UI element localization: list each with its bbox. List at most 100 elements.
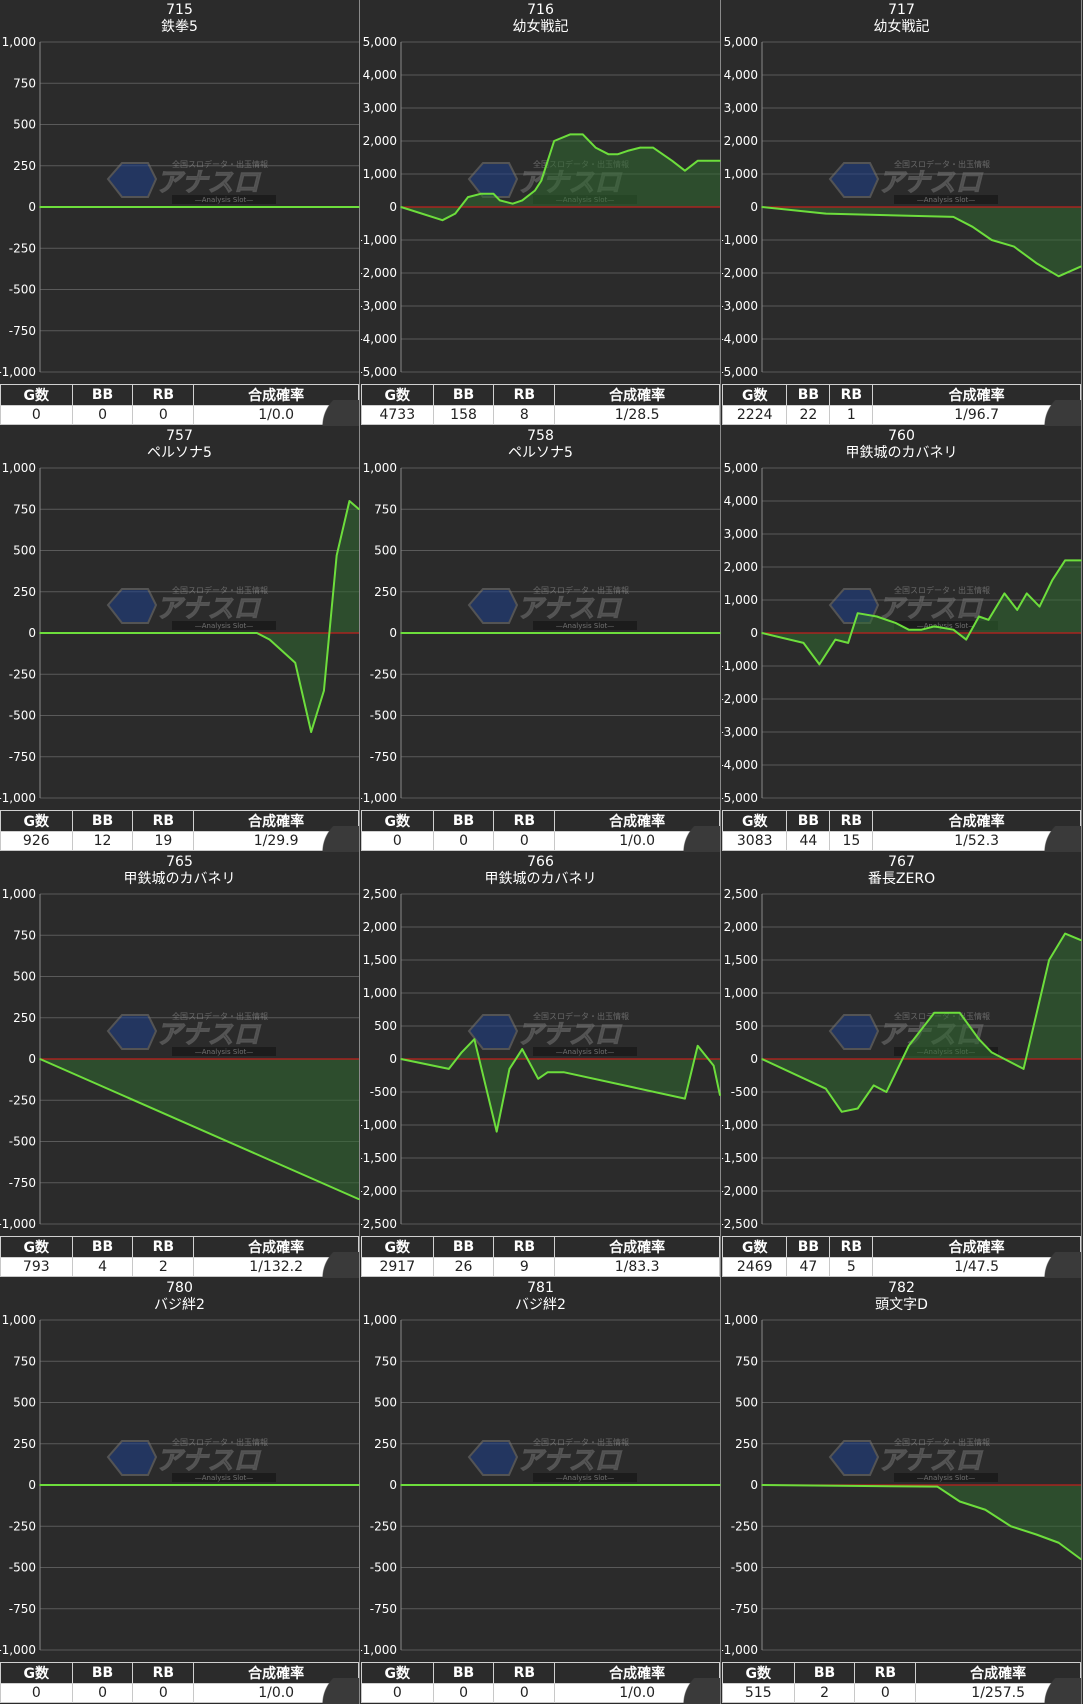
corner-tab[interactable] bbox=[321, 1678, 359, 1704]
y-tick-label: 2,000 bbox=[724, 134, 758, 148]
rb-value: 1 bbox=[829, 405, 874, 425]
data-point bbox=[933, 625, 936, 628]
machine-number: 765 bbox=[166, 854, 193, 870]
stats-table: G数 BB RB 合成確率 0 0 0 1/0.0 bbox=[361, 810, 720, 851]
y-tick-label: -1,000 bbox=[361, 1643, 397, 1657]
y-tick-label: -250 bbox=[370, 667, 397, 681]
logo-emblem-icon bbox=[828, 162, 880, 198]
data-point bbox=[1080, 559, 1082, 562]
y-tick-label: -250 bbox=[9, 1519, 36, 1533]
y-tick-label: 0 bbox=[28, 626, 36, 640]
y-tick-label: -250 bbox=[370, 1519, 397, 1533]
y-tick-label: -250 bbox=[9, 667, 36, 681]
y-tick-label: -250 bbox=[9, 1093, 36, 1107]
y-tick-label: 0 bbox=[28, 200, 36, 214]
data-point bbox=[534, 189, 536, 192]
data-point bbox=[521, 1048, 524, 1050]
logo-emblem-icon bbox=[106, 162, 158, 198]
data-point bbox=[876, 615, 878, 618]
corner-tab[interactable] bbox=[1043, 1252, 1081, 1278]
corner-tab[interactable] bbox=[321, 826, 359, 852]
corner-tab[interactable] bbox=[321, 400, 359, 426]
data-point bbox=[467, 196, 469, 198]
y-tick-label: 0 bbox=[750, 1052, 758, 1066]
watermark-sub: —Analysis Slot— bbox=[195, 1048, 253, 1056]
logo-emblem-icon bbox=[106, 588, 158, 624]
corner-tab[interactable] bbox=[1043, 1678, 1081, 1704]
header-probability: 合成確率 bbox=[554, 1236, 720, 1258]
corner-tab[interactable] bbox=[321, 1252, 359, 1278]
y-tick-label: 750 bbox=[374, 502, 397, 516]
games-value: 3083 bbox=[721, 831, 788, 851]
data-point bbox=[825, 212, 827, 215]
watermark-sub-bg bbox=[172, 195, 276, 204]
machine-name: 幼女戦記 bbox=[873, 19, 930, 35]
corner-tab[interactable] bbox=[682, 1678, 720, 1704]
line-chart: 1,000 750 500 250 0 -250 -500 -750 -1,000 全国スロデータ… bbox=[0, 1313, 360, 1657]
y-tick-label: 1,000 bbox=[724, 1313, 758, 1327]
header-bb: BB bbox=[793, 1662, 856, 1684]
data-point bbox=[1038, 605, 1041, 608]
bb-value: 0 bbox=[432, 831, 495, 851]
data-point bbox=[684, 1097, 686, 1100]
line-chart: 1,000 750 500 250 0 -250 -500 -750 -1,000 全国スロデータ… bbox=[361, 1313, 721, 1657]
header-games: G数 bbox=[721, 810, 788, 832]
games-value: 515 bbox=[722, 1683, 795, 1703]
header-probability: 合成確率 bbox=[872, 1236, 1081, 1258]
y-tick-label: 500 bbox=[374, 544, 397, 558]
y-tick-label: 500 bbox=[13, 118, 36, 132]
data-point bbox=[400, 1484, 402, 1486]
y-tick-label: -750 bbox=[370, 750, 397, 764]
header-probability: 合成確率 bbox=[872, 384, 1081, 406]
area-fill bbox=[762, 560, 1081, 665]
header-probability: 合成確率 bbox=[193, 1236, 359, 1258]
machine-number: 767 bbox=[888, 854, 915, 870]
y-tick-label: 1,000 bbox=[724, 593, 758, 607]
data-point bbox=[671, 160, 673, 162]
y-tick-label: 0 bbox=[389, 1478, 397, 1492]
data-point bbox=[540, 179, 543, 182]
rb-value: 15 bbox=[829, 831, 874, 851]
data-point bbox=[358, 508, 360, 511]
area-fill bbox=[762, 933, 1081, 1112]
corner-tab[interactable] bbox=[682, 826, 720, 852]
bb-value: 0 bbox=[71, 1683, 134, 1703]
stats-table: G数 BB RB 合成確率 2469 47 5 1/47.5 bbox=[721, 1236, 1081, 1277]
data-point bbox=[1080, 1558, 1082, 1561]
data-point bbox=[1035, 1533, 1038, 1536]
rb-value: 0 bbox=[854, 1683, 917, 1703]
header-rb: RB bbox=[829, 1236, 874, 1258]
data-point bbox=[256, 632, 258, 634]
data-point bbox=[358, 206, 360, 208]
machine-name: 甲鉄城のカバネリ bbox=[484, 871, 597, 887]
panel-title: 717 幼女戦記 bbox=[722, 2, 1081, 36]
panel-title: 767 番長ZERO bbox=[722, 854, 1081, 888]
y-tick-label: -500 bbox=[370, 709, 397, 723]
line-chart: 2,500 2,000 1,500 1,000 500 0 -500 -1,000 -1,500… bbox=[361, 887, 721, 1231]
y-tick-label: 2,000 bbox=[363, 920, 397, 934]
data-point bbox=[1080, 939, 1082, 941]
data-point bbox=[39, 632, 41, 634]
machine-name: 番長ZERO bbox=[867, 871, 936, 887]
y-tick-label: -2,000 bbox=[722, 1184, 758, 1198]
y-tick-label: -1,000 bbox=[361, 791, 397, 805]
chart-panel: 5,000 4,000 3,000 2,000 1,000 0 -1,000 -2,000 -3… bbox=[361, 0, 721, 426]
data-point bbox=[971, 226, 974, 228]
line-chart: 5,000 4,000 3,000 2,000 1,000 0 -1,000 -2,000 -3… bbox=[722, 35, 1082, 379]
corner-tab[interactable] bbox=[1043, 826, 1081, 852]
data-point bbox=[473, 1038, 476, 1040]
data-point bbox=[1035, 262, 1038, 264]
data-point bbox=[39, 206, 41, 208]
y-tick-label: 750 bbox=[13, 76, 36, 90]
y-tick-label: -1,000 bbox=[0, 791, 36, 805]
probability-value: 1/0.0 bbox=[193, 405, 359, 425]
y-tick-label: 250 bbox=[13, 1437, 36, 1451]
y-tick-label: 1,000 bbox=[363, 1313, 397, 1327]
stats-table: G数 BB RB 合成確率 793 4 2 1/132.2 bbox=[0, 1236, 359, 1277]
y-tick-label: -250 bbox=[9, 241, 36, 255]
corner-tab[interactable] bbox=[1043, 400, 1081, 426]
data-point bbox=[294, 661, 297, 664]
header-games: G数 bbox=[0, 384, 73, 406]
